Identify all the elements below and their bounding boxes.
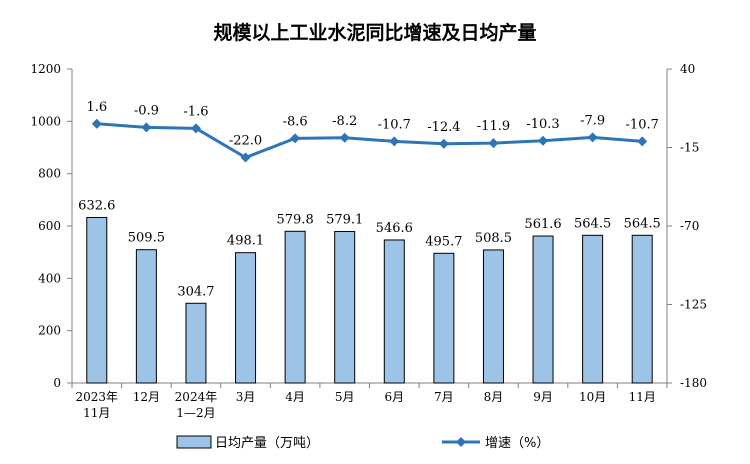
y-left-tick-label: 0 <box>53 376 61 390</box>
x-tick-label: 11月 <box>629 390 656 404</box>
line-marker <box>339 132 350 143</box>
line-marker <box>587 132 598 143</box>
bar-value-label: 579.8 <box>277 212 314 227</box>
line-value-label: -8.2 <box>332 114 357 129</box>
bar-value-label: 546.6 <box>376 221 413 236</box>
line-marker <box>240 152 251 163</box>
line-value-label: -0.9 <box>134 103 159 118</box>
bar <box>582 234 604 384</box>
line-marker <box>538 135 549 146</box>
x-tick-label: 6月 <box>384 390 404 404</box>
line-value-label: -7.9 <box>580 113 605 128</box>
line-value-label: 1.6 <box>86 100 107 115</box>
x-tick-label: 4月 <box>285 390 305 404</box>
x-tick-label: 2023年 <box>76 390 119 404</box>
line-marker <box>91 118 102 129</box>
bar-value-label: 564.5 <box>574 216 611 231</box>
legend-line-marker <box>456 437 466 447</box>
line-marker <box>290 133 301 144</box>
bar <box>482 249 504 384</box>
bar <box>532 235 554 384</box>
line-value-label: -10.7 <box>378 117 411 132</box>
y-left-tick-label: 200 <box>38 324 61 338</box>
bar <box>235 252 257 384</box>
x-tick-label: 2024年 <box>175 390 218 404</box>
x-tick-label: 5月 <box>335 390 355 404</box>
x-tick-label: 11月 <box>83 406 110 420</box>
bar <box>284 230 306 384</box>
bar <box>86 216 108 384</box>
bar <box>433 252 455 384</box>
y-left-tick-label: 800 <box>38 167 61 181</box>
legend-bar-swatch <box>176 435 212 449</box>
line-value-label: -10.3 <box>526 117 559 132</box>
x-tick-label: 10月 <box>579 390 606 404</box>
legend-bar-label: 日均产量（万吨） <box>215 436 319 451</box>
y-left-tick-label: 1000 <box>30 114 61 128</box>
bar <box>631 234 653 384</box>
line-marker <box>190 123 201 134</box>
line-value-label: -12.4 <box>427 120 460 135</box>
bar-value-label: 498.1 <box>227 234 264 249</box>
bar-value-label: 632.6 <box>78 198 115 213</box>
line-series <box>91 118 648 163</box>
x-axis-labels: 2023年 11月 12月 2024年 1—2月 3月 4月 5月 6月 7月 8月 9月 10月 11月 <box>76 390 656 420</box>
line-marker <box>438 138 449 149</box>
bar-value-label: 508.5 <box>475 231 512 246</box>
bar-data-labels: 632.6 509.5 304.7 498.1 579.8 579.1 546.6 495.7… <box>78 198 661 299</box>
x-tick-label: 9月 <box>533 390 553 404</box>
line-marker <box>637 136 648 147</box>
bar-value-label: 579.1 <box>326 212 363 227</box>
y-right-tick-label: -70 <box>680 219 699 233</box>
y-right-tick-label: -15 <box>680 141 699 155</box>
bar-series <box>86 216 653 384</box>
y-right-tick-label: 40 <box>680 62 695 76</box>
y-right-tick-label: -180 <box>680 376 707 390</box>
legend-line-label: 增速（%） <box>485 436 549 451</box>
line-marker <box>488 138 499 149</box>
line-marker <box>141 122 152 133</box>
x-tick-label: 1—2月 <box>176 406 215 420</box>
chart-title: 规模以上工业水泥同比增速及日均产量 <box>213 22 537 44</box>
line-value-label: -22.0 <box>229 133 262 148</box>
y-left-tick-label: 400 <box>38 271 61 285</box>
x-tick-label: 8月 <box>484 390 504 404</box>
line-value-label: -10.7 <box>626 117 659 132</box>
line-value-label: -8.6 <box>283 114 308 129</box>
line-value-label: -1.6 <box>183 104 208 119</box>
x-tick-label: 7月 <box>434 390 454 404</box>
line-data-labels: 1.6 -0.9 -1.6 -22.0 -8.6 -8.2 -10.7 -12.4 -11.9 -… <box>86 100 658 149</box>
bar <box>334 230 356 384</box>
line-marker <box>389 136 400 147</box>
bar-value-label: 561.6 <box>524 217 561 232</box>
bar-value-label: 495.7 <box>425 234 462 249</box>
bar <box>135 249 157 384</box>
chart-axes: 0 200 400 600 800 1000 1200 40 -15 -70 -125 -180 <box>30 62 707 390</box>
bar-value-label: 564.5 <box>624 216 661 231</box>
x-tick-label: 3月 <box>236 390 256 404</box>
y-right-tick-label: -125 <box>680 298 707 312</box>
y-left-tick-label: 1200 <box>30 62 61 76</box>
bar <box>383 239 405 384</box>
growth-line <box>96 122 643 160</box>
bar-value-label: 304.7 <box>177 284 214 299</box>
line-value-label: -11.9 <box>477 119 510 134</box>
bar <box>185 302 207 384</box>
x-tick-label: 12月 <box>133 390 160 404</box>
legend: 日均产量（万吨） 增速（%） <box>176 435 549 451</box>
bar-value-label: 509.5 <box>128 231 165 246</box>
y-left-tick-label: 600 <box>38 219 61 233</box>
